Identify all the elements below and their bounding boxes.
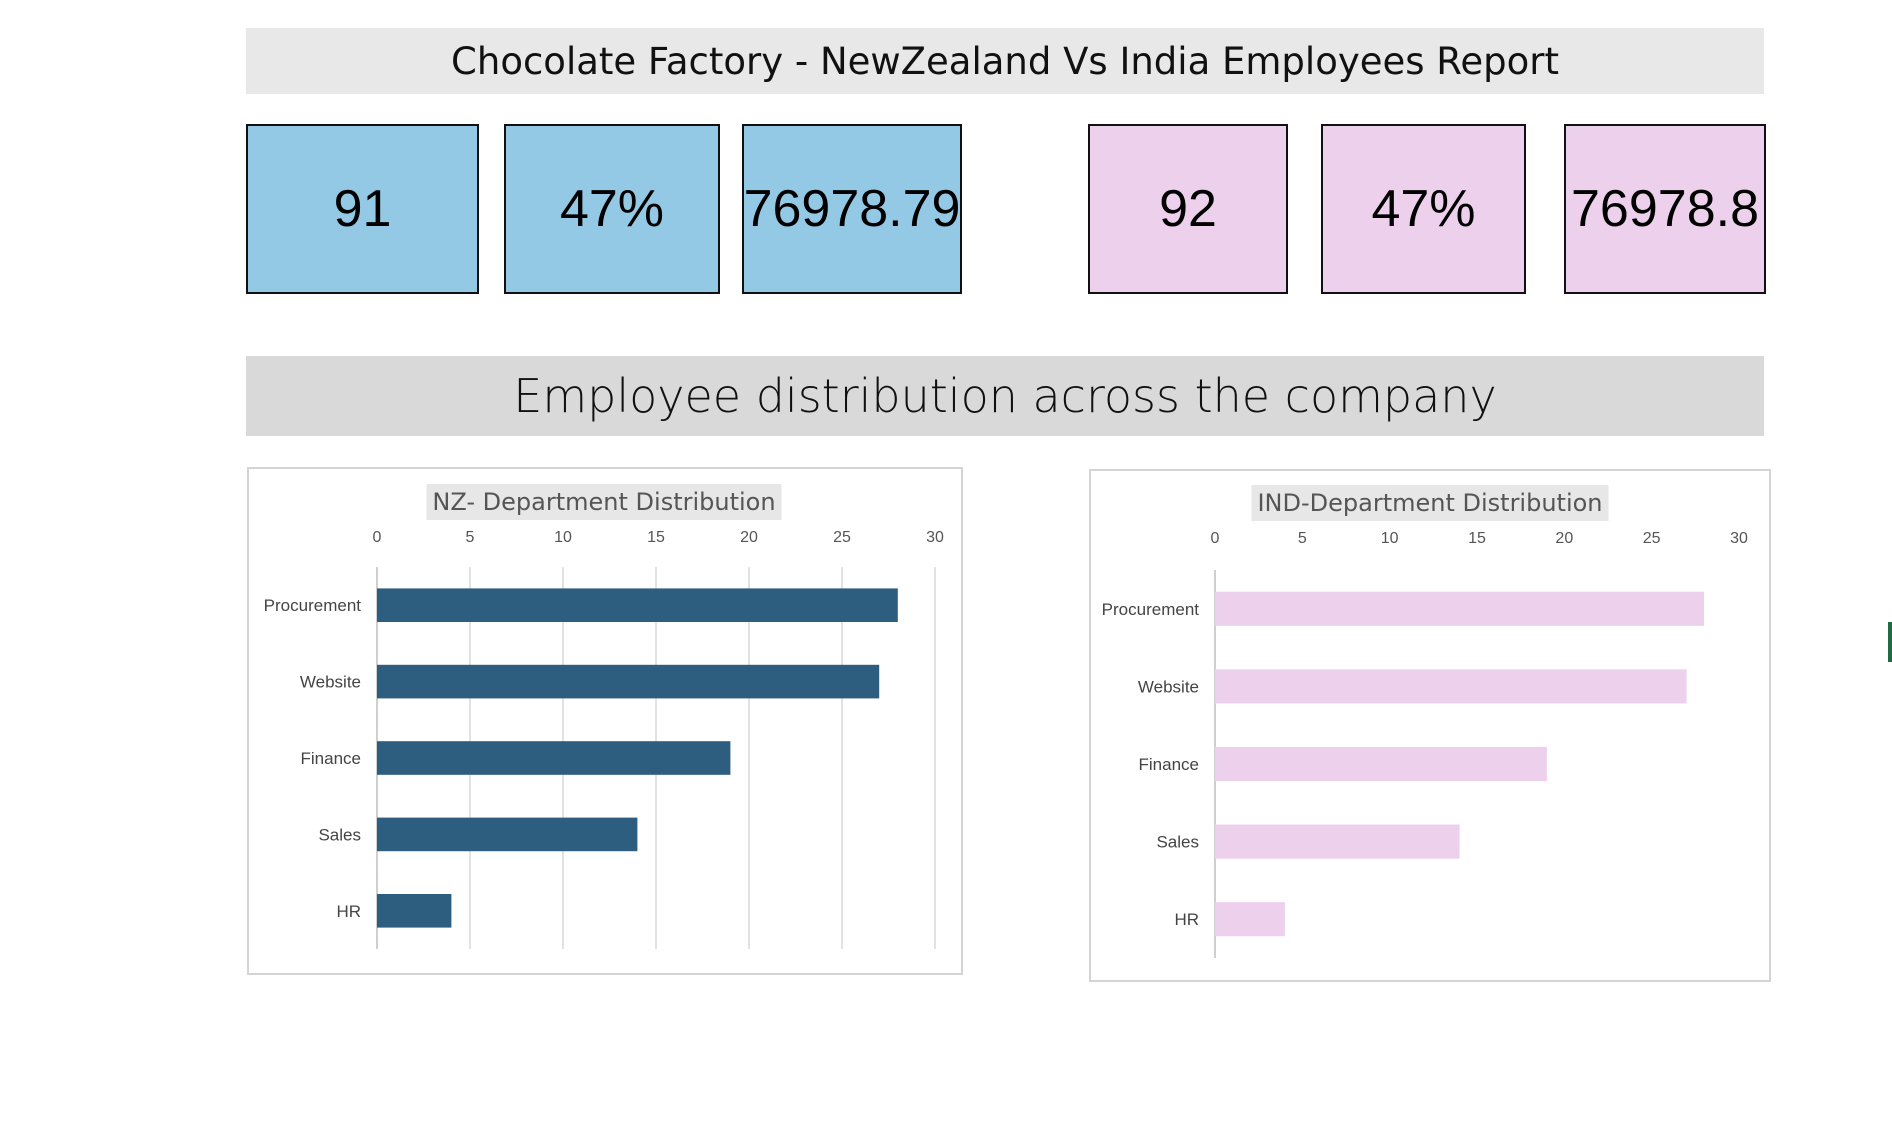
ind-bar-website bbox=[1215, 669, 1687, 704]
nz-kpi-card-3: 76978.79 bbox=[742, 124, 962, 294]
sheet-edge-marker bbox=[1888, 622, 1892, 662]
nz-x-tick-label: 30 bbox=[926, 529, 944, 546]
ind-bar-hr bbox=[1215, 902, 1285, 937]
nz-bar-website bbox=[377, 664, 880, 699]
nz-bar-hr bbox=[377, 893, 452, 928]
nz-x-tick-label: 25 bbox=[833, 529, 851, 546]
nz-x-tick-label: 15 bbox=[647, 529, 665, 546]
ind-category-label: Finance bbox=[1139, 755, 1199, 774]
nz-x-tick-label: 20 bbox=[740, 529, 758, 546]
nz-kpi-card-2: 47% bbox=[504, 124, 720, 294]
nz-category-label: Sales bbox=[318, 825, 361, 844]
ind-chart-svg: IND-Department Distribution 0 5 10 15 20 25 30 P… bbox=[1102, 485, 1748, 958]
ind-kpi-card-2: 47% bbox=[1321, 124, 1526, 294]
ind-x-tick-label: 25 bbox=[1643, 530, 1661, 547]
ind-chart-title-background bbox=[1251, 485, 1609, 521]
ind-x-tick-label: 0 bbox=[1211, 530, 1220, 547]
ind-kpi-card-3: 76978.8 bbox=[1564, 124, 1766, 294]
ind-department-chart: IND-Department Distribution 0 5 10 15 20 25 30 P… bbox=[1089, 469, 1771, 982]
ind-category-label: Website bbox=[1138, 677, 1199, 696]
nz-x-tick-label: 5 bbox=[466, 529, 475, 546]
ind-category-label: HR bbox=[1174, 910, 1199, 929]
ind-kpi-card-1: 92 bbox=[1088, 124, 1288, 294]
nz-category-label: Website bbox=[300, 673, 361, 692]
ind-chart-title: IND-Department Distribution bbox=[1257, 489, 1602, 517]
nz-chart-svg: NZ- Department Distribution 0 5 10 15 20 25 30 P… bbox=[264, 484, 944, 949]
nz-category-label: Procurement bbox=[264, 596, 362, 615]
ind-bar-finance bbox=[1215, 746, 1547, 782]
ind-x-tick-label: 20 bbox=[1555, 530, 1573, 547]
ind-category-label: Procurement bbox=[1102, 600, 1200, 619]
ind-x-tick-label: 10 bbox=[1381, 530, 1399, 547]
ind-x-tick-label: 15 bbox=[1468, 530, 1486, 547]
nz-kpi-card-1: 91 bbox=[246, 124, 479, 294]
ind-category-label: Sales bbox=[1156, 833, 1199, 852]
nz-category-label: HR bbox=[336, 902, 361, 921]
nz-category-label: Finance bbox=[301, 749, 361, 768]
nz-chart-title: NZ- Department Distribution bbox=[432, 488, 775, 516]
section-title: Employee distribution across the company bbox=[246, 356, 1764, 436]
ind-x-tick-label: 30 bbox=[1730, 530, 1748, 547]
ind-bar-procurement bbox=[1215, 591, 1705, 626]
nz-bar-procurement bbox=[377, 588, 898, 623]
ind-x-tick-label: 5 bbox=[1298, 530, 1307, 547]
report-title: Chocolate Factory - NewZealand Vs India … bbox=[246, 28, 1764, 94]
ind-bar-sales bbox=[1215, 824, 1460, 859]
nz-x-tick-label: 10 bbox=[554, 529, 572, 546]
nz-x-tick-label: 0 bbox=[373, 529, 382, 546]
nz-bar-sales bbox=[377, 817, 638, 852]
nz-chart-title-background bbox=[426, 484, 782, 520]
nz-department-chart: NZ- Department Distribution 0 5 10 15 20 25 30 P… bbox=[247, 467, 963, 975]
nz-bar-finance bbox=[377, 741, 731, 775]
